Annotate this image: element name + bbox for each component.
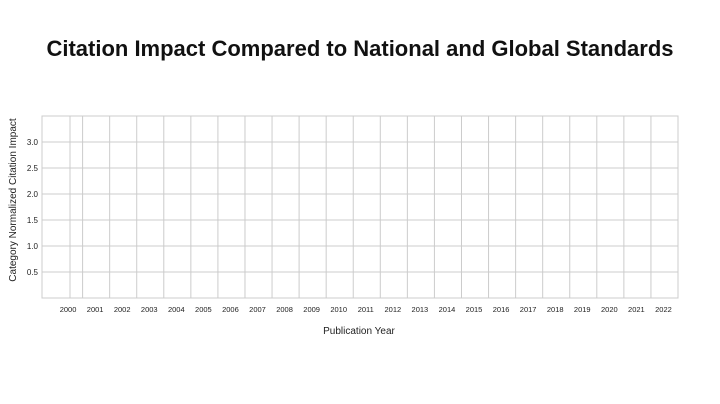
plot-frame [41,115,679,299]
x-tick-label: 2015 [466,305,483,314]
x-tick-label: 2004 [168,305,185,314]
y-tick-label: 0.5 [27,268,39,277]
chart-title: Citation Impact Compared to National and… [46,36,674,61]
x-tick-label: 2013 [412,305,429,314]
x-tick-label: 2007 [249,305,266,314]
x-tick-label: 2020 [601,305,618,314]
grid-layer [41,115,679,299]
x-tick-label: 2009 [303,305,320,314]
y-axis-label: Category Normalized Citation Impact [8,118,19,282]
x-tick-label: 2016 [493,305,510,314]
x-tick-label: 2019 [574,305,591,314]
x-tick-label: 2010 [330,305,347,314]
x-tick-label: 2001 [87,305,104,314]
x-tick-label: 2008 [276,305,293,314]
x-tick-label: 2017 [520,305,537,314]
y-tick-label: 1.0 [27,242,39,251]
x-tick-label: 2006 [222,305,239,314]
x-tick-label: 2021 [628,305,645,314]
x-tick-label: 2022 [655,305,672,314]
x-axis-label: Publication Year [323,326,395,337]
x-tick-label: 2005 [195,305,212,314]
x-tick-label: 2012 [384,305,401,314]
x-tick-label: 2014 [439,305,456,314]
y-tick-label: 2.5 [27,164,39,173]
x-tick-label: 2002 [114,305,131,314]
x-tick-label: 2003 [141,305,158,314]
y-tick-label: 3.0 [27,138,39,147]
x-tick-labels: 2000 2001 2002 2003 2004 2005 2006 2007 2008 2009… [60,305,672,314]
y-tick-labels: 0.5 1.0 1.5 2.0 2.5 3.0 [27,138,39,277]
y-tick-label: 1.5 [27,216,39,225]
x-tick-label: 2018 [547,305,564,314]
x-tick-label: 2011 [358,305,374,314]
y-tick-label: 2.0 [27,190,39,199]
x-tick-label: 2000 [60,305,77,314]
